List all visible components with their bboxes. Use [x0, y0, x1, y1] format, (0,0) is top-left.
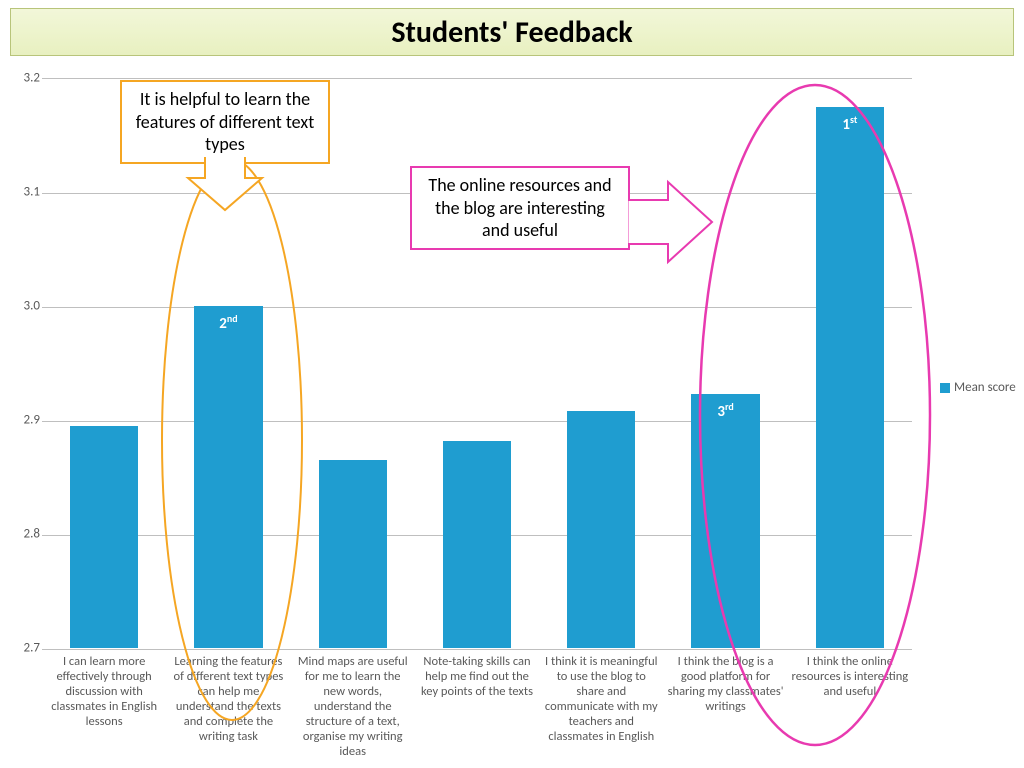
bar [319, 460, 387, 648]
legend-label: Mean score [954, 380, 1016, 395]
x-axis-label: I can learn more effectively through dis… [45, 654, 163, 729]
bar: 1st [816, 107, 884, 649]
bar: 2nd [194, 306, 262, 648]
grid-line [42, 307, 912, 308]
callout-text-types: It is helpful to learn the features of d… [120, 80, 330, 164]
bar-rank-label: 2nd [194, 312, 262, 333]
legend-swatch [940, 383, 950, 393]
x-axis-label: I think the online resources is interest… [791, 654, 909, 699]
grid-line [42, 421, 912, 422]
callout-online-resources: The online resources and the blog are in… [410, 166, 630, 250]
callout-orange-text: It is helpful to learn the features of d… [136, 88, 314, 155]
x-axis-label: Note-taking skills can help me find out … [418, 654, 536, 699]
x-axis-label: Learning the features of different text … [169, 654, 287, 744]
x-axis-label: Mind maps are useful for me to learn the… [294, 654, 412, 759]
title-bar: Students' Feedback [10, 8, 1014, 56]
callout-magenta-text: The online resources and the blog are in… [428, 174, 611, 241]
bar: 3rd [691, 394, 759, 648]
y-tick-label: 3.2 [14, 71, 40, 86]
x-axis-label: I think it is meaningful to use the blog… [542, 654, 660, 744]
bar-rank-label: 1st [816, 113, 884, 134]
bar [70, 426, 138, 648]
bar [443, 441, 511, 648]
plot-area: 2nd 3rd 1st [42, 78, 912, 648]
page-title: Students' Feedback [391, 14, 632, 51]
legend: Mean score [940, 380, 1016, 395]
y-tick-label: 3.0 [14, 299, 40, 314]
grid-line [42, 649, 912, 650]
y-tick-label: 2.8 [14, 527, 40, 542]
y-tick-label: 2.9 [14, 413, 40, 428]
x-axis-label: I think the blog is a good platform for … [667, 654, 785, 714]
bar [567, 411, 635, 648]
bar-rank-label: 3rd [691, 400, 759, 421]
y-tick-label: 3.1 [14, 185, 40, 200]
y-tick-label: 2.7 [14, 641, 40, 656]
